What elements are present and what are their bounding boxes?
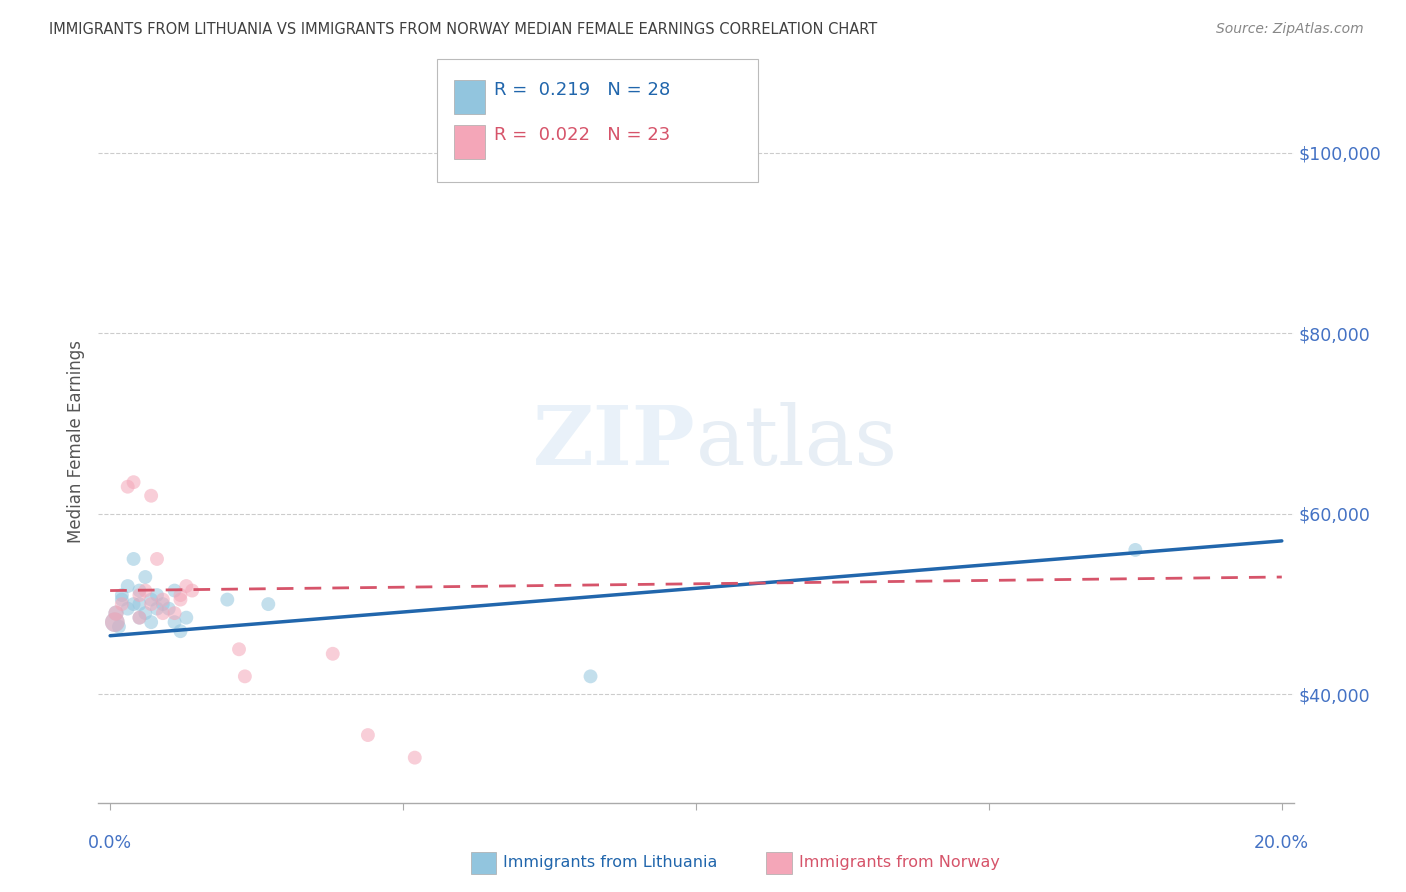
- Point: [163, 606, 186, 620]
- Point: [169, 588, 191, 602]
- Point: [404, 750, 426, 764]
- Point: [141, 592, 163, 607]
- Point: [128, 597, 150, 611]
- Point: [181, 583, 204, 598]
- Text: Immigrants from Lithuania: Immigrants from Lithuania: [503, 855, 717, 870]
- Point: [152, 592, 174, 607]
- Point: [152, 597, 174, 611]
- Point: [217, 592, 239, 607]
- Y-axis label: Median Female Earnings: Median Female Earnings: [66, 340, 84, 543]
- Point: [104, 615, 127, 630]
- Point: [104, 615, 127, 630]
- Point: [117, 601, 139, 615]
- Point: [128, 583, 150, 598]
- Point: [146, 588, 169, 602]
- Point: [111, 597, 134, 611]
- Point: [257, 597, 280, 611]
- Point: [233, 669, 256, 683]
- Point: [146, 601, 169, 615]
- Point: [117, 579, 139, 593]
- Point: [117, 480, 139, 494]
- Point: [163, 615, 186, 630]
- Point: [157, 601, 180, 615]
- Point: [128, 610, 150, 624]
- Point: [152, 606, 174, 620]
- Text: R =  0.219   N = 28: R = 0.219 N = 28: [494, 81, 669, 99]
- Text: IMMIGRANTS FROM LITHUANIA VS IMMIGRANTS FROM NORWAY MEDIAN FEMALE EARNINGS CORRE: IMMIGRANTS FROM LITHUANIA VS IMMIGRANTS …: [49, 22, 877, 37]
- Text: R =  0.022   N = 23: R = 0.022 N = 23: [494, 126, 669, 144]
- Point: [105, 606, 128, 620]
- Text: atlas: atlas: [696, 401, 898, 482]
- Point: [146, 552, 169, 566]
- Text: Source: ZipAtlas.com: Source: ZipAtlas.com: [1216, 22, 1364, 37]
- Point: [122, 552, 145, 566]
- Point: [134, 583, 156, 598]
- Point: [163, 583, 186, 598]
- Point: [128, 610, 150, 624]
- Point: [108, 620, 131, 634]
- Text: ZIP: ZIP: [533, 401, 696, 482]
- Point: [141, 615, 163, 630]
- Text: 20.0%: 20.0%: [1254, 834, 1309, 853]
- Point: [128, 588, 150, 602]
- Point: [141, 597, 163, 611]
- Point: [169, 624, 191, 639]
- Point: [111, 592, 134, 607]
- Text: Immigrants from Norway: Immigrants from Norway: [799, 855, 1000, 870]
- Point: [134, 570, 156, 584]
- Point: [111, 588, 134, 602]
- Point: [134, 606, 156, 620]
- Point: [174, 610, 197, 624]
- Point: [122, 475, 145, 490]
- Point: [322, 647, 344, 661]
- Point: [122, 597, 145, 611]
- Point: [141, 489, 163, 503]
- Text: 0.0%: 0.0%: [89, 834, 132, 853]
- Point: [357, 728, 380, 742]
- Point: [1125, 542, 1147, 557]
- Point: [579, 669, 602, 683]
- Point: [169, 592, 191, 607]
- Point: [228, 642, 250, 657]
- Point: [105, 606, 128, 620]
- Point: [174, 579, 197, 593]
